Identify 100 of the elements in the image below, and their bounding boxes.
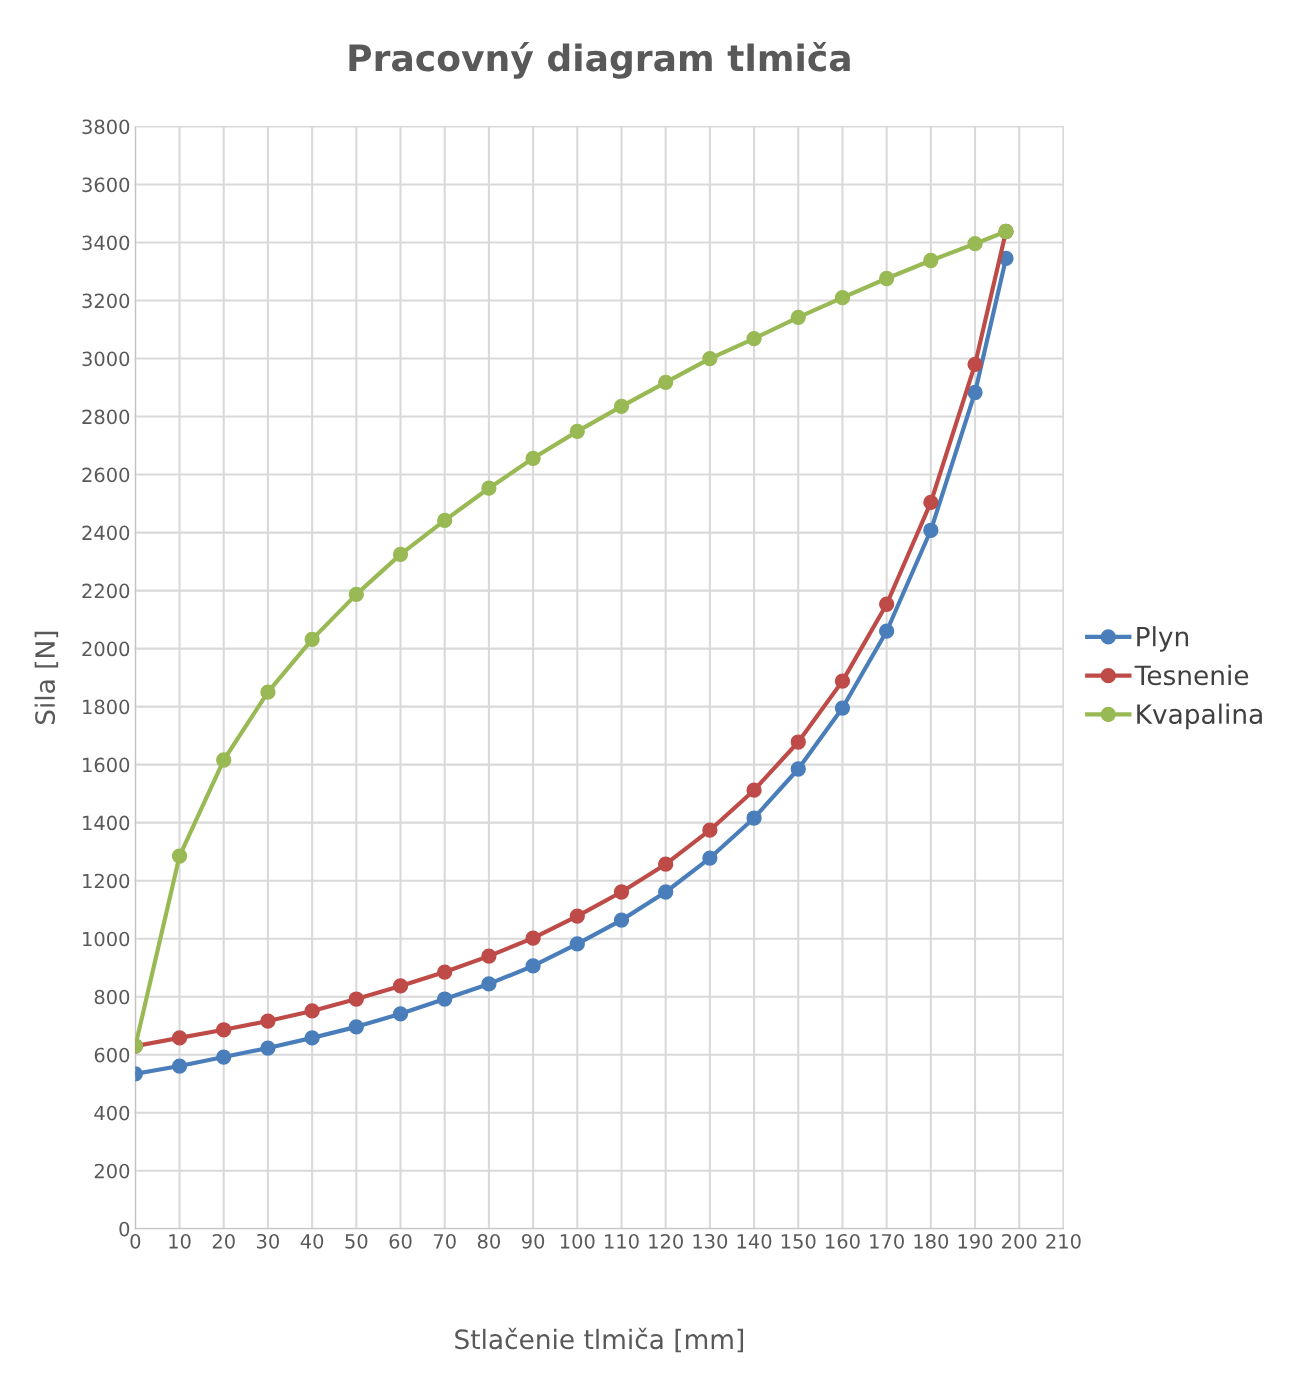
x-tick-label: 30	[257, 1233, 280, 1249]
point	[171, 848, 188, 864]
point	[304, 1003, 320, 1019]
point	[613, 912, 630, 928]
x-tick-label: 170	[870, 1233, 904, 1249]
y-tick-label: 400	[94, 1105, 130, 1121]
point	[392, 546, 409, 562]
point	[879, 270, 895, 287]
point	[613, 398, 630, 415]
point	[437, 991, 453, 1007]
point	[923, 494, 939, 511]
point	[392, 1006, 409, 1022]
x-tick-label: 10	[169, 1233, 191, 1249]
y-tick-label: 1800	[83, 699, 130, 715]
y-tick-label: 2000	[82, 641, 130, 657]
y-tick-label: 2600	[82, 467, 130, 483]
point	[702, 850, 718, 866]
x-tick-label: 40	[300, 1233, 324, 1249]
point	[437, 512, 453, 529]
x-tick-label: 140	[737, 1233, 772, 1249]
y-tick-label: 3600	[82, 177, 130, 193]
x-tick-label: 20	[212, 1233, 235, 1249]
y-tick-label: 1600	[83, 757, 130, 773]
point	[834, 289, 851, 306]
point	[481, 948, 497, 964]
point	[569, 908, 585, 924]
point	[260, 684, 276, 700]
x-axis-title: Stlačenie tlmiča [mm]	[455, 1327, 744, 1353]
point	[923, 522, 939, 538]
point	[967, 356, 983, 372]
point	[879, 596, 895, 612]
x-tick-label: 160	[826, 1233, 860, 1249]
x-tick-label: 210	[1046, 1233, 1081, 1249]
x-tick-label: 60	[389, 1233, 412, 1249]
point	[569, 936, 585, 952]
legend-label: Tesnenie	[1134, 664, 1249, 686]
point	[967, 236, 983, 252]
point	[746, 810, 762, 826]
y-axis-title: Sila [N]	[34, 631, 59, 725]
legend-label: Plyn	[1137, 626, 1189, 652]
point	[216, 1049, 232, 1065]
point	[923, 252, 939, 269]
point	[348, 586, 364, 603]
point	[304, 631, 320, 647]
x-tick-label: 190	[958, 1233, 993, 1249]
point	[790, 734, 806, 750]
point	[348, 991, 364, 1007]
y-tick-label: 1200	[83, 873, 130, 889]
point	[348, 1019, 364, 1035]
point	[879, 623, 895, 639]
point	[392, 978, 409, 994]
point	[260, 1040, 276, 1056]
point	[437, 964, 453, 980]
point	[569, 423, 585, 439]
point	[613, 884, 630, 900]
point	[658, 884, 674, 900]
y-tick-label: 600	[94, 1047, 130, 1063]
x-tick-label: 110	[605, 1233, 639, 1249]
point	[790, 309, 806, 325]
y-tick-label: 800	[94, 989, 130, 1005]
y-tick-label: 3200	[82, 293, 130, 309]
point	[171, 1030, 188, 1046]
x-tick-label: 80	[477, 1233, 500, 1249]
y-tick-label: 2200	[82, 583, 130, 599]
point	[658, 374, 674, 390]
point	[746, 782, 762, 798]
point	[658, 856, 674, 872]
x-tick-label: 100	[560, 1233, 595, 1249]
y-tick-label: 3800	[82, 119, 130, 135]
point	[746, 330, 762, 347]
point	[525, 958, 541, 974]
x-tick-label: 120	[649, 1233, 683, 1249]
point	[525, 930, 541, 946]
legend-label: Kvapalina	[1137, 703, 1262, 730]
x-tick-label: 150	[781, 1233, 816, 1249]
y-tick-label: 2800	[82, 409, 130, 425]
y-tick-label: 3000	[82, 351, 130, 367]
point	[216, 1022, 232, 1038]
point	[967, 384, 983, 401]
point	[790, 761, 806, 777]
point	[171, 1058, 188, 1074]
y-tick-label: 3400	[82, 235, 130, 251]
y-tick-label: 0	[119, 1221, 130, 1237]
point	[834, 673, 851, 689]
point	[481, 976, 497, 992]
y-tick-label: 1400	[83, 815, 130, 831]
x-tick-label: 130	[693, 1233, 728, 1249]
point	[304, 1030, 320, 1046]
x-tick-label: 0	[130, 1233, 141, 1249]
x-tick-label: 90	[521, 1233, 545, 1249]
point	[216, 752, 232, 768]
point	[481, 480, 497, 496]
x-tick-label: 180	[914, 1233, 949, 1249]
y-tick-label: 200	[94, 1163, 130, 1179]
x-tick-label: 200	[1002, 1233, 1037, 1249]
point	[525, 450, 541, 466]
y-tick-label: 1000	[83, 931, 130, 947]
point	[702, 822, 718, 838]
y-tick-label: 2400	[82, 525, 130, 541]
x-tick-label: 50	[345, 1233, 368, 1249]
